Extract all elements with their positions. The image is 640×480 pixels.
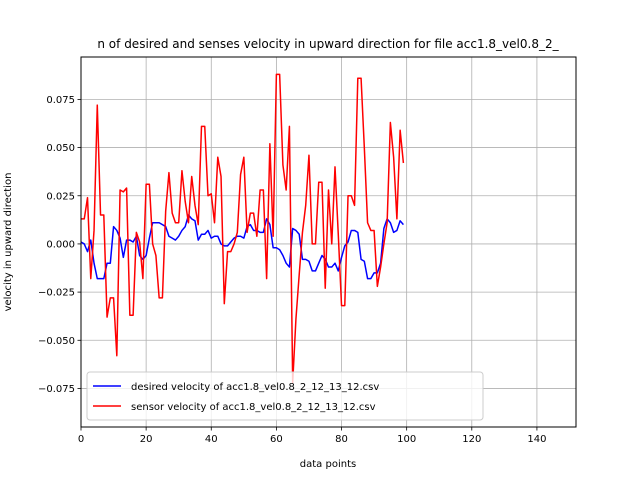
sensor-velocity-line bbox=[81, 73, 405, 384]
x-tick-label: 80 bbox=[335, 434, 348, 445]
x-tick-label: 140 bbox=[527, 434, 546, 445]
y-axis-ticks: −0.075 −0.050 −0.025 0.000 0.025 0.050 0.075 bbox=[38, 95, 81, 395]
legend-label-desired: desired velocity of acc1.8_vel0.8_2_12_1… bbox=[131, 382, 379, 393]
x-tick-label: 40 bbox=[205, 434, 218, 445]
series-lines bbox=[81, 73, 405, 384]
x-axis-ticks: 0 20 40 60 80 100 120 140 bbox=[78, 427, 546, 445]
y-tick-label: 0.000 bbox=[46, 239, 75, 250]
x-tick-label: 60 bbox=[270, 434, 283, 445]
legend: desired velocity of acc1.8_vel0.8_2_12_1… bbox=[86, 371, 484, 421]
x-tick-label: 20 bbox=[140, 434, 153, 445]
x-axis-title: data points bbox=[300, 459, 356, 470]
y-tick-label: 0.075 bbox=[46, 95, 75, 106]
y-tick-label: 0.050 bbox=[46, 143, 75, 154]
x-tick-label: 120 bbox=[462, 434, 481, 445]
y-axis-title: velocity in upward direction bbox=[3, 173, 14, 312]
desired-velocity-line bbox=[81, 214, 404, 280]
grid-lines bbox=[80, 57, 576, 427]
y-tick-label: −0.050 bbox=[38, 336, 75, 347]
y-tick-label: −0.075 bbox=[38, 384, 75, 395]
plot-frame bbox=[80, 56, 577, 428]
x-tick-label: 100 bbox=[397, 434, 416, 445]
legend-label-sensor: sensor velocity of acc1.8_vel0.8_2_12_13… bbox=[131, 402, 376, 413]
x-tick-label: 0 bbox=[78, 434, 84, 445]
y-tick-label: −0.025 bbox=[38, 288, 75, 299]
y-tick-label: 0.025 bbox=[46, 191, 75, 202]
legend-box bbox=[86, 371, 484, 421]
plot-area-background bbox=[81, 57, 576, 427]
chart-title: n of desired and senses velocity in upwa… bbox=[97, 37, 559, 51]
